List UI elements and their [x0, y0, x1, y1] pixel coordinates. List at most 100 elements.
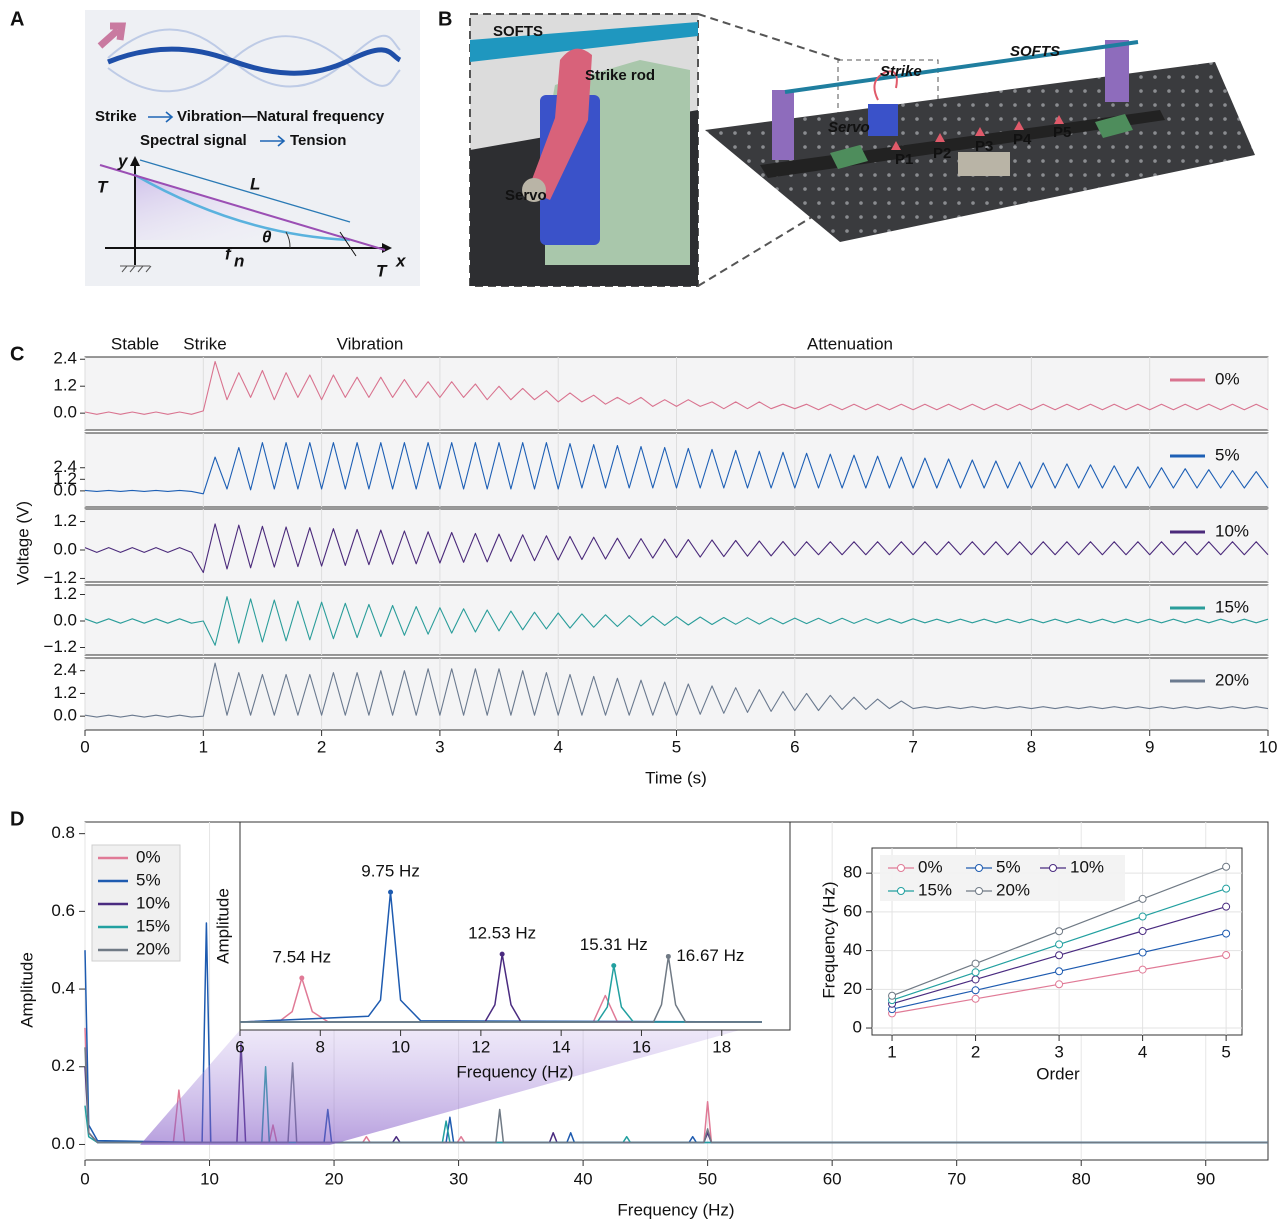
text: T	[376, 261, 388, 280]
point	[1139, 966, 1146, 973]
point	[1223, 952, 1230, 959]
point	[1139, 895, 1146, 902]
legend-marker	[898, 888, 905, 895]
text: Vibration—Natural frequency	[177, 108, 385, 125]
y-tick-label: 20	[843, 979, 862, 998]
y-tick-label: 40	[843, 940, 862, 959]
peak-label: 15.31 Hz	[580, 935, 648, 954]
point	[972, 960, 979, 967]
legend-label: 5%	[996, 857, 1021, 876]
y-axis-label: Amplitude	[213, 888, 232, 964]
y-tick-label: 1.2	[53, 584, 77, 603]
x-tick-label: 40	[574, 1169, 593, 1188]
y-axis-label: Amplitude	[17, 952, 36, 1028]
text: θ	[262, 227, 272, 246]
annotation: Stable	[111, 334, 159, 353]
y-tick-label: 0.0	[53, 610, 77, 629]
x-tick-label: 3	[435, 737, 444, 756]
point	[972, 987, 979, 994]
point	[972, 976, 979, 983]
y-tick-label: −1.2	[43, 637, 77, 656]
servo	[868, 104, 898, 136]
y-tick-label: 0.6	[51, 901, 75, 920]
legend-label: 15%	[136, 916, 170, 935]
y-tick-label: 0.0	[51, 1134, 75, 1153]
legend-label: 15%	[1215, 597, 1249, 616]
point	[972, 995, 979, 1002]
text: x	[395, 251, 407, 270]
panel-label: B	[438, 8, 452, 30]
peak-marker	[611, 963, 616, 968]
x-tick-label: 3	[1054, 1042, 1063, 1061]
y-tick-label: 0.0	[53, 403, 77, 422]
text: SOFTS	[1010, 43, 1060, 60]
text: Servo	[505, 187, 547, 204]
figure: A B C D Strike Vibration—Natural frequen…	[0, 0, 1281, 1223]
panel-a: Strike Vibration—Natural frequency Spect…	[85, 10, 420, 286]
device	[958, 152, 1010, 176]
x-axis-label: Time (s)	[645, 768, 707, 787]
annotation: Attenuation	[807, 334, 893, 353]
point	[972, 969, 979, 976]
x-axis-label: Order	[1036, 1064, 1080, 1083]
legend-label: 20%	[136, 939, 170, 958]
y-tick-label: 1.2	[53, 511, 77, 530]
legend-label: 0%	[136, 847, 161, 866]
x-tick-label: 50	[698, 1169, 717, 1188]
x-tick-label: 60	[823, 1169, 842, 1188]
legend-marker	[898, 865, 905, 872]
legend-label: 15%	[918, 880, 952, 899]
legend-label: 10%	[136, 893, 170, 912]
point	[1223, 903, 1230, 910]
peak-marker	[388, 890, 393, 895]
y-tick-label: 0.8	[51, 823, 75, 842]
legend-label: 10%	[1070, 857, 1104, 876]
y-tick-label: 2.4	[53, 660, 77, 679]
y-tick-label: 1.2	[53, 683, 77, 702]
x-tick-label: 0	[80, 1169, 89, 1188]
legend-label: 20%	[1215, 670, 1249, 689]
peak-label: 12.53 Hz	[468, 924, 536, 943]
point	[1056, 952, 1063, 959]
x-tick-label: 16	[632, 1037, 651, 1056]
y-axis-label: Frequency (Hz)	[819, 881, 838, 998]
x-tick-label: 12	[471, 1037, 490, 1056]
legend-marker	[976, 865, 983, 872]
text: Tension	[290, 132, 346, 149]
text: P2	[933, 145, 951, 162]
point	[1056, 928, 1063, 935]
point	[1056, 968, 1063, 975]
x-tick-label: 70	[947, 1169, 966, 1188]
peak-marker	[666, 954, 671, 959]
y-tick-label: 0.0	[53, 539, 77, 558]
x-tick-label: 10	[391, 1037, 410, 1056]
peak-marker	[500, 952, 505, 957]
text: T	[97, 177, 109, 196]
y-tick-label: 1.2	[53, 376, 77, 395]
x-tick-label: 90	[1196, 1169, 1215, 1188]
x-tick-label: 0	[80, 737, 89, 756]
x-tick-label: 18	[712, 1037, 731, 1056]
x-tick-label: 4	[1138, 1042, 1147, 1061]
y-tick-label: 80	[843, 863, 862, 882]
x-tick-label: 6	[235, 1037, 244, 1056]
text: L	[250, 174, 260, 193]
point	[1139, 913, 1146, 920]
x-tick-label: 5	[672, 737, 681, 756]
x-tick-label: 2	[971, 1042, 980, 1061]
y-tick-label: 0.4	[51, 979, 75, 998]
legend-marker	[976, 888, 983, 895]
text: Strike rod	[585, 67, 655, 84]
point	[1056, 981, 1063, 988]
text: Strike	[880, 63, 922, 80]
legend-label: 10%	[1215, 521, 1249, 540]
point	[1056, 941, 1063, 948]
text: Servo	[828, 119, 870, 136]
x-tick-label: 10	[200, 1169, 219, 1188]
panel-label: D	[10, 808, 24, 830]
text: Strike	[95, 108, 137, 125]
panel-label: A	[10, 8, 24, 30]
panel-label: C	[10, 343, 24, 365]
point	[1139, 949, 1146, 956]
legend-label: 20%	[996, 880, 1030, 899]
